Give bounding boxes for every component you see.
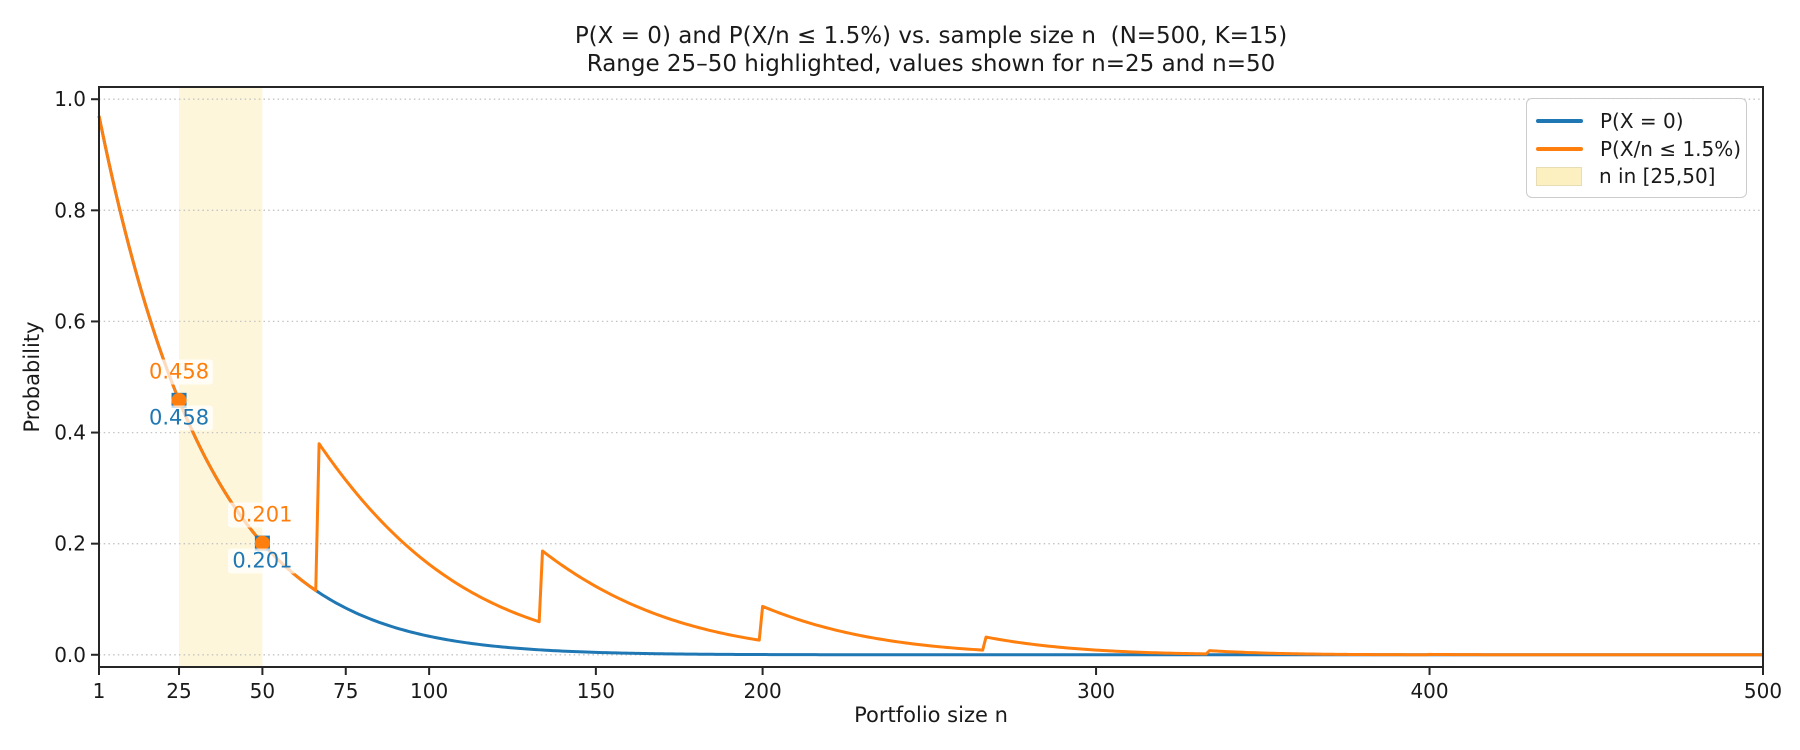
x-tick-label: 50 — [250, 679, 275, 703]
value-annotation-blue-n50: 0.201 — [228, 548, 297, 574]
y-tick-label: 0.8 — [54, 198, 86, 222]
axes-frame — [98, 86, 1764, 668]
legend-patch-swatch-yellow — [1536, 166, 1582, 186]
legend-item-cdf: P(X/n ≤ 1.5%) — [1536, 136, 1741, 162]
marker-circle-orange — [254, 535, 270, 551]
series-line-p-x0 — [97, 115, 1763, 657]
y-axis-title: Probability — [20, 321, 44, 433]
value-annotation-orange-n25: 0.458 — [144, 359, 214, 385]
x-tick-label: 25 — [166, 679, 191, 703]
x-tick-label: 100 — [410, 679, 448, 703]
y-tick-label: 0.2 — [54, 532, 86, 556]
x-tick-label: 500 — [1744, 679, 1782, 703]
series-line-cdf — [97, 115, 1763, 657]
value-annotation-orange-n50: 0.201 — [228, 502, 297, 528]
legend-line-swatch-blue — [1536, 119, 1583, 123]
marker-circle-orange — [171, 392, 187, 408]
legend-label-p-x0: P(X = 0) — [1600, 109, 1684, 133]
value-annotation-blue-n25: 0.458 — [144, 405, 214, 431]
legend-label-cdf: P(X/n ≤ 1.5%) — [1600, 136, 1742, 161]
x-tick-label: 75 — [333, 679, 358, 703]
legend-item-p-x0: P(X = 0) — [1536, 108, 1736, 134]
x-tick-label: 300 — [1077, 679, 1115, 703]
x-tick-label: 200 — [744, 679, 782, 703]
y-tick-label: 1.0 — [54, 87, 86, 111]
y-tick-label: 0.0 — [54, 643, 86, 667]
x-tick-label: 1 — [93, 679, 106, 703]
chart-subtitle: Range 25–50 highlighted, values shown fo… — [586, 51, 1276, 77]
x-axis-title: Portfolio size n — [854, 703, 1008, 727]
legend-item-span: n in [25,50] — [1536, 163, 1736, 189]
legend-line-swatch-orange — [1536, 146, 1583, 151]
x-tick-label: 400 — [1410, 679, 1448, 703]
legend-label-span: n in [25,50] — [1599, 164, 1716, 188]
y-tick-label: 0.6 — [54, 309, 86, 333]
chart-title: P(X = 0) and P(X/n ≤ 1.5%) vs. sample si… — [574, 23, 1288, 49]
legend-box: P(X = 0) P(X/n ≤ 1.5%) n in [25,50] — [1526, 98, 1747, 198]
y-tick-label: 0.4 — [54, 421, 86, 445]
x-tick-label: 150 — [577, 679, 615, 703]
chart-title-block: P(X = 0) and P(X/n ≤ 1.5%) vs. sample si… — [99, 22, 1763, 78]
